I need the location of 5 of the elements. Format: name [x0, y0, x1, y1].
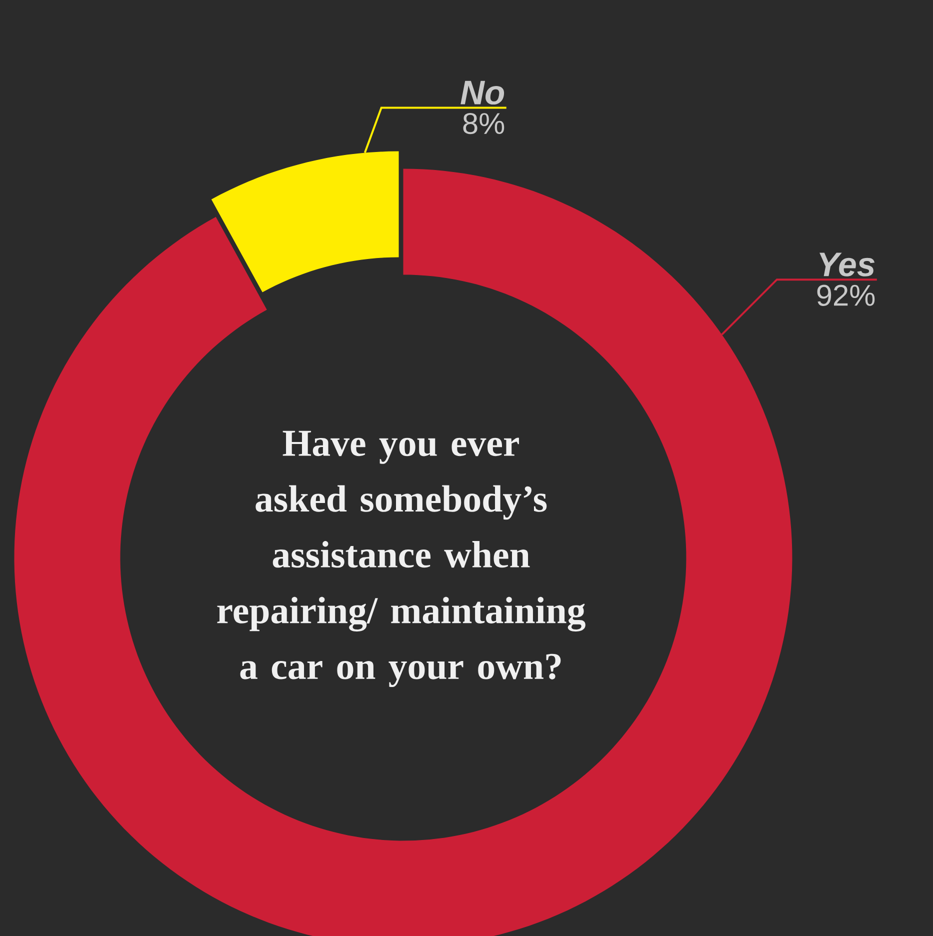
text: Have you ever asked somebody’s assistance when repairing/ maintaining a car on your own?: [217, 430, 586, 688]
data-label: 92%: [817, 284, 875, 306]
slice-label: Yes: [820, 252, 875, 276]
data-label: 8%: [463, 112, 504, 134]
slice-label: No: [460, 80, 504, 105]
